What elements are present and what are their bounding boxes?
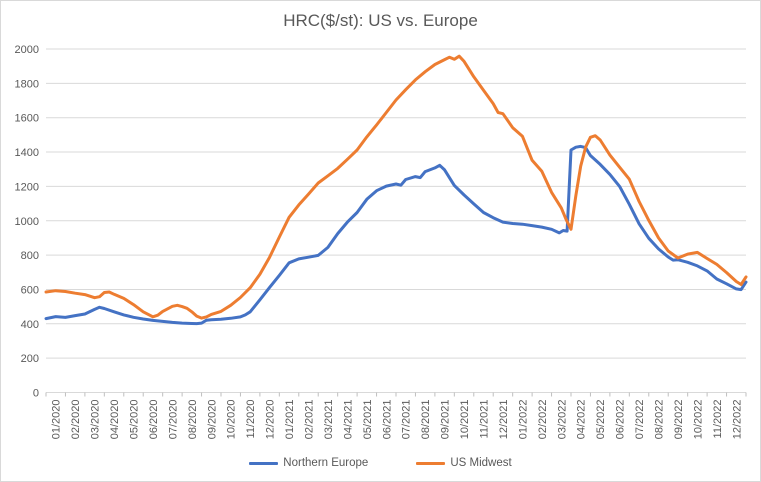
x-axis-label-05/2020: 05/2020 xyxy=(129,400,141,440)
x-axis-label-09/2020: 09/2020 xyxy=(206,400,218,440)
x-axis-label-10/2020: 10/2020 xyxy=(226,400,238,440)
y-axis-label-400: 400 xyxy=(21,319,39,331)
x-axis-label-05/2022: 05/2022 xyxy=(595,400,607,440)
x-axis-label-08/2020: 08/2020 xyxy=(187,400,199,440)
y-axis-label-800: 800 xyxy=(21,250,39,262)
x-axis-label-06/2022: 06/2022 xyxy=(615,400,627,440)
y-axis-label-1000: 1000 xyxy=(15,216,39,228)
x-axis-label-09/2022: 09/2022 xyxy=(673,400,685,440)
y-axis-label-1400: 1400 xyxy=(15,147,39,159)
series-line-northern-europe xyxy=(44,144,748,326)
y-axis-label-0: 0 xyxy=(33,388,39,400)
chart-legend: Northern Europe US Midwest xyxy=(1,457,760,469)
x-axis-label-11/2021: 11/2021 xyxy=(479,400,491,439)
x-axis-label-12/2022: 12/2022 xyxy=(731,400,743,440)
legend-label-us-midwest: US Midwest xyxy=(450,457,512,469)
x-axis-label-04/2021: 04/2021 xyxy=(342,400,354,440)
x-axis-label-03/2021: 03/2021 xyxy=(323,400,335,440)
x-axis-label-01/2022: 01/2022 xyxy=(517,400,529,440)
y-axis-label-1200: 1200 xyxy=(15,181,39,193)
x-axis-label-06/2020: 06/2020 xyxy=(148,400,160,440)
x-axis-label-03/2020: 03/2020 xyxy=(90,400,102,440)
x-axis-label-06/2021: 06/2021 xyxy=(381,400,393,440)
x-axis-label-08/2022: 08/2022 xyxy=(654,400,666,440)
x-axis-label-11/2022: 11/2022 xyxy=(712,400,724,439)
x-axis-label-10/2022: 10/2022 xyxy=(692,400,704,440)
x-axis-label-04/2020: 04/2020 xyxy=(109,400,121,440)
x-axis-label-02/2021: 02/2021 xyxy=(304,400,316,440)
x-axis-label-12/2021: 12/2021 xyxy=(498,400,510,440)
x-axis-label-07/2021: 07/2021 xyxy=(401,400,413,440)
legend-item-us-midwest: US Midwest xyxy=(416,457,512,469)
series-line-us-midwest xyxy=(44,54,748,320)
x-axis-label-07/2022: 07/2022 xyxy=(634,400,646,440)
x-axis-label-02/2022: 02/2022 xyxy=(537,400,549,440)
legend-item-northern-europe: Northern Europe xyxy=(249,457,368,469)
x-axis-label-10/2021: 10/2021 xyxy=(459,400,471,440)
x-axis-label-09/2021: 09/2021 xyxy=(440,400,452,440)
x-axis-label-02/2020: 02/2020 xyxy=(70,400,82,440)
x-axis-label-11/2020: 11/2020 xyxy=(245,400,257,439)
legend-label-northern-europe: Northern Europe xyxy=(283,457,369,469)
x-axis-label-07/2020: 07/2020 xyxy=(167,400,179,440)
y-axis-label-2000: 2000 xyxy=(15,44,39,56)
x-axis-label-05/2021: 05/2021 xyxy=(362,400,374,440)
x-axis-label-03/2022: 03/2022 xyxy=(556,400,568,440)
x-axis-label-12/2020: 12/2020 xyxy=(265,400,277,440)
x-axis-label-08/2021: 08/2021 xyxy=(420,400,432,440)
x-axis-label-04/2022: 04/2022 xyxy=(576,400,588,440)
y-axis-label-600: 600 xyxy=(21,284,39,296)
us-midwest-line-swatch xyxy=(416,461,446,465)
northern-europe-line-swatch xyxy=(249,461,279,465)
y-axis-label-1600: 1600 xyxy=(15,113,39,125)
chart-title: HRC($/st): US vs. Europe xyxy=(283,11,478,30)
y-axis-label-200: 200 xyxy=(21,353,39,365)
x-axis-label-01/2021: 01/2021 xyxy=(284,400,296,440)
x-axis-label-01/2020: 01/2020 xyxy=(51,400,63,440)
y-axis-label-1800: 1800 xyxy=(15,78,39,90)
